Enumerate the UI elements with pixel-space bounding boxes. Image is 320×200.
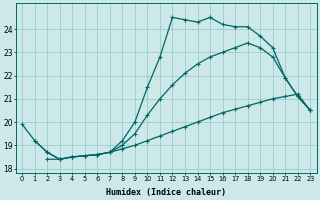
X-axis label: Humidex (Indice chaleur): Humidex (Indice chaleur) bbox=[106, 188, 226, 197]
